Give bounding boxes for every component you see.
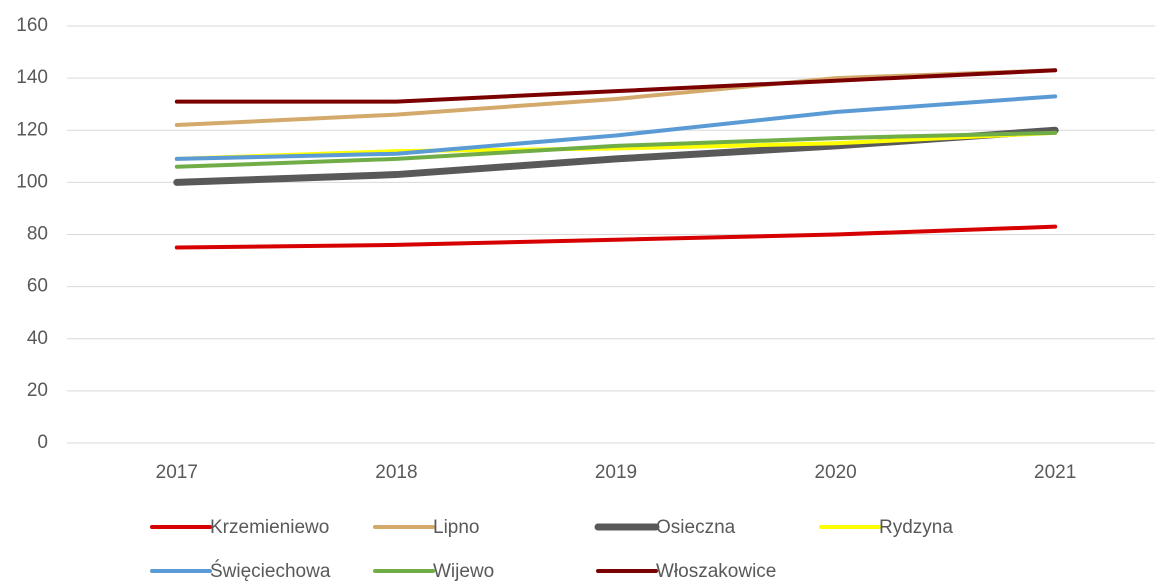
y-tick-label: 120 [16, 119, 48, 140]
x-tick-label: 2019 [595, 462, 637, 483]
legend-label: Wijewo [433, 561, 494, 582]
series-line [174, 94, 1058, 161]
x-tick-label: 2017 [156, 462, 198, 483]
y-tick-label: 160 [16, 15, 48, 36]
y-tick-label: 40 [27, 328, 48, 349]
series-line [174, 68, 1058, 104]
legend-label: Włoszakowice [656, 561, 776, 582]
y-tick-label: 20 [27, 380, 48, 401]
series-line [174, 224, 1058, 250]
y-tick-label: 0 [37, 432, 48, 453]
legend-label: Święciechowa [210, 560, 331, 582]
x-tick-label: 2018 [375, 462, 417, 483]
legend-label: Osieczna [656, 517, 736, 538]
legend-label: Lipno [433, 517, 480, 538]
legend-label: Rydzyna [879, 517, 953, 538]
x-tick-label: 2020 [814, 462, 856, 483]
series-line [174, 130, 1058, 169]
y-tick-label: 80 [27, 224, 48, 245]
y-tick-label: 100 [16, 171, 48, 192]
x-tick-label: 2021 [1034, 462, 1076, 483]
y-tick-label: 140 [16, 67, 48, 88]
legend-label: Krzemieniewo [210, 517, 329, 538]
y-tick-label: 60 [27, 276, 48, 297]
